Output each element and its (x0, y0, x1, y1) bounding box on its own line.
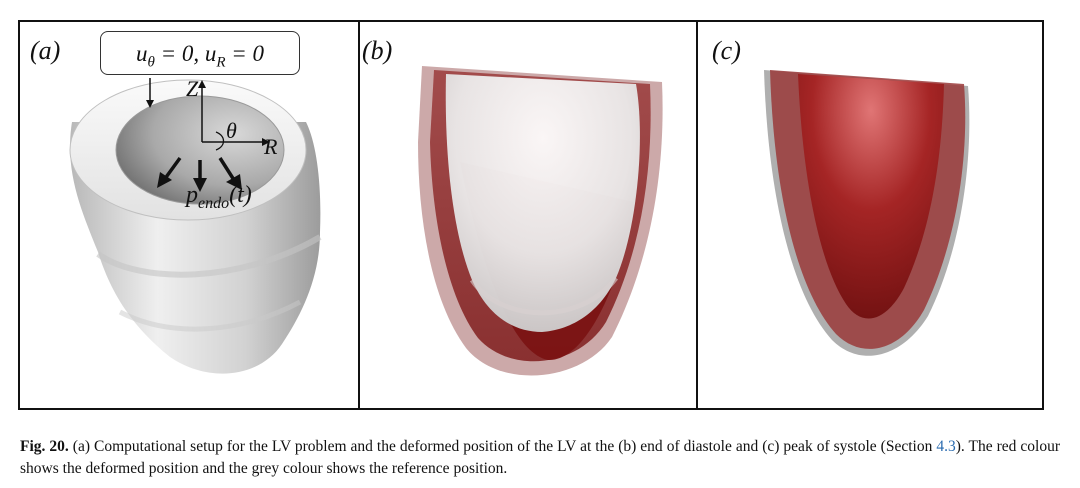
endocardial-pressure-label: pendo(t) (186, 182, 252, 212)
caption-text-1: (a) Computational setup for the LV probl… (68, 438, 937, 455)
theta-arc (215, 131, 225, 151)
section-reference-link[interactable]: 4.3 (936, 438, 956, 455)
panel-label-b: (b) (362, 36, 393, 65)
lv-cavity (115, 95, 285, 205)
lv-peak-systole-illustration (764, 70, 970, 356)
panel-c: (c) (696, 20, 1044, 410)
panel-b: (b) (358, 20, 696, 410)
reference-shape (445, 74, 640, 332)
pressure-arrows (157, 156, 242, 192)
r-axis-label: R (264, 134, 278, 159)
figure: (a) uθ = 0, uR = 0 Z θ R pendo(t) (18, 20, 1044, 410)
theta-axis-label: θ (226, 118, 237, 143)
figure-caption: Fig. 20. (a) Computational setup for the… (20, 436, 1060, 480)
boundary-condition-box: uθ = 0, uR = 0 (100, 31, 300, 75)
panel-label-c: (c) (712, 36, 741, 65)
z-axis-label: Z (186, 76, 199, 101)
deformed-cavity (798, 74, 944, 319)
caption-text-2: ). The red colour shows the deformed pos… (20, 438, 1061, 477)
panel-label-a: (a) (30, 36, 61, 65)
caption-figure-number: Fig. 20. (20, 438, 69, 455)
panel-a: (a) uθ = 0, uR = 0 Z θ R pendo(t) (18, 20, 358, 410)
lv-setup-illustration (69, 78, 322, 374)
lv-end-diastole-illustration (418, 66, 663, 376)
